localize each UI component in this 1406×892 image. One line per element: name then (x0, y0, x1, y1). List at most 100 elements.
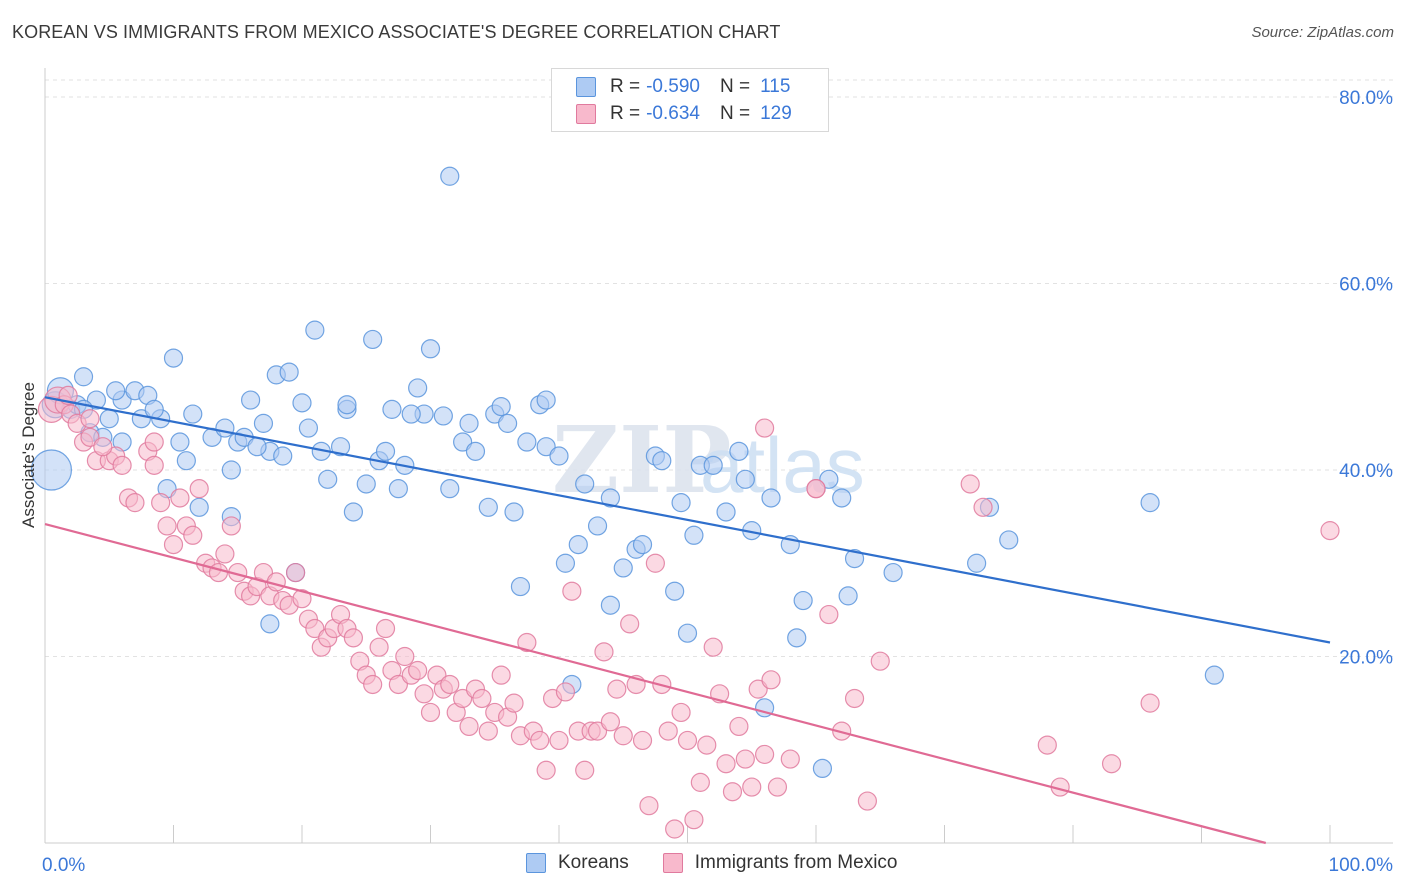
chart-title: KOREAN VS IMMIGRANTS FROM MEXICO ASSOCIA… (12, 22, 781, 42)
mexico-point (806, 479, 826, 499)
mexico-point (722, 782, 743, 802)
y-tick-label: 40.0% (1339, 461, 1393, 482)
mexico-point (305, 618, 325, 639)
korean-point (999, 530, 1019, 550)
series-label-mexico: Immigrants from Mexico (694, 852, 898, 873)
mexico-point (973, 497, 993, 517)
mexico-point (607, 679, 627, 699)
mexico-point (144, 455, 164, 475)
mexico-point (472, 688, 492, 709)
korean-point (838, 586, 858, 606)
mexico-point (453, 688, 473, 709)
y-tick-label: 60.0% (1339, 275, 1393, 296)
korean-point (356, 474, 376, 494)
mexico-point (285, 562, 306, 583)
korean-point (453, 432, 473, 452)
mexico-point (716, 754, 736, 774)
mexico-point (754, 418, 775, 438)
mexico-point (375, 618, 396, 639)
korean-point (86, 390, 107, 410)
y-tick-label: 80.0% (1339, 88, 1393, 109)
korean-point (761, 488, 781, 508)
mexico-point (208, 562, 229, 583)
mexico-point (735, 749, 755, 769)
mexico-point (844, 688, 865, 709)
korean-point (408, 378, 428, 398)
korean-point (253, 413, 274, 433)
korean-point (504, 502, 524, 522)
korean-point (337, 395, 357, 415)
korean-point (793, 590, 813, 611)
legend-n-value: 129 (760, 103, 792, 124)
korean-point (684, 525, 704, 545)
korean-point (703, 455, 723, 475)
mexico-point (80, 427, 100, 447)
korean-point (587, 516, 608, 536)
mexico-point (819, 604, 839, 625)
korean-point (343, 502, 363, 522)
mexico-point (536, 760, 556, 780)
series-swatch-mexico (662, 853, 683, 873)
mexico-point (767, 777, 788, 797)
mexico-point (697, 735, 717, 755)
mexico-point (440, 674, 460, 695)
korean-point (787, 628, 807, 648)
legend-n-value: 115 (760, 76, 791, 97)
series-legend-koreans[interactable]: Koreans (526, 852, 629, 874)
mexico-point (690, 772, 710, 792)
mexico-point (163, 534, 184, 555)
korean-point (465, 441, 486, 461)
korean-point (279, 362, 299, 382)
series-legend-mexico[interactable]: Immigrants from Mexico (662, 852, 898, 874)
korean-point (99, 409, 119, 429)
korean-point (260, 614, 280, 634)
mexico-point (780, 749, 800, 769)
korean-trend-line (44, 396, 1331, 644)
korean-point (440, 166, 460, 186)
legend-n-label: N = (719, 103, 751, 124)
korean-point (819, 469, 839, 489)
mexico-point (80, 409, 100, 429)
korean-point (632, 534, 653, 555)
korean-point (549, 446, 569, 466)
legend-row-mexico: R = -0.634 N = 129 (576, 102, 792, 126)
x-tick-label: 100.0% (1329, 855, 1394, 876)
mexico-point (960, 474, 980, 494)
korean-point (298, 418, 319, 438)
mexico-point (478, 721, 498, 741)
korean-point (189, 497, 209, 517)
mexico-point (170, 488, 190, 508)
korean-point (716, 502, 736, 522)
mexico-point (857, 791, 878, 811)
korean-point (215, 418, 235, 438)
mexico-point (562, 581, 582, 601)
korean-point (363, 329, 383, 350)
mexico-point (408, 660, 428, 681)
mexico-point (363, 674, 383, 695)
trend-lines (44, 396, 1331, 845)
mexico-point (594, 642, 614, 662)
series-swatch-koreans (526, 853, 546, 873)
korean-point (1204, 665, 1224, 685)
legend-row-koreans: R = -0.590 N = 115 (576, 75, 790, 99)
mexico-point (620, 614, 640, 634)
legend-swatch-koreans (576, 77, 596, 97)
korean-point (318, 469, 338, 489)
mexico-point (93, 437, 113, 457)
korean-point (613, 558, 633, 578)
mexico-point (1101, 754, 1122, 774)
korean-point (330, 437, 351, 457)
mexico-point (645, 553, 665, 573)
mexico-point (388, 674, 408, 695)
korean-point (517, 432, 537, 452)
korean-point (183, 404, 203, 424)
series-label-koreans: Koreans (558, 852, 629, 873)
legend-n-label: N = (719, 76, 751, 97)
y-tick-label: 20.0% (1339, 648, 1393, 669)
korean-point (106, 381, 126, 401)
korean-point (498, 413, 518, 433)
korean-point (671, 493, 691, 513)
correlation-legend: R = -0.590 N = 115 R = -0.634 N = 129 (551, 68, 829, 132)
mexico-point (144, 432, 164, 452)
korean-point (375, 441, 396, 461)
